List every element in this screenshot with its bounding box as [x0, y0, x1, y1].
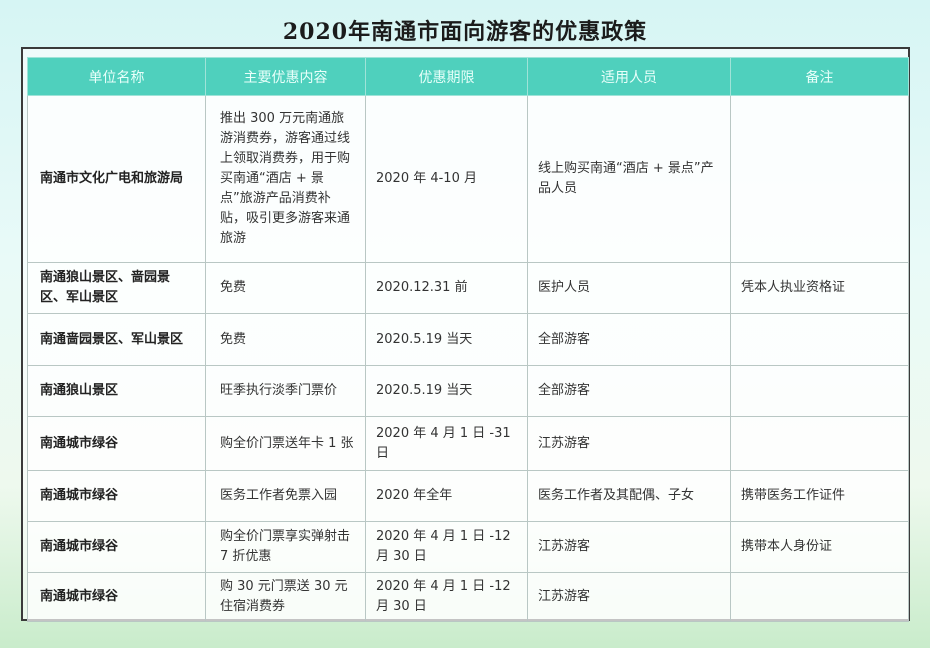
cell-unit: 南通市文化广电和旅游局: [27, 95, 206, 263]
cell-content: 医务工作者免票入园: [205, 470, 366, 522]
cell-period: 2020.12.31 前: [365, 262, 528, 314]
table-row: 南通狼山景区 旺季执行淡季门票价 2020.5.19 当天 全部游客: [27, 365, 909, 417]
cell-content: 旺季执行淡季门票价: [205, 365, 366, 417]
cell-unit: 南通狼山景区、啬园景区、军山景区: [27, 262, 206, 314]
cell-period: 2020 年全年: [365, 470, 528, 522]
header-unit: 单位名称: [27, 57, 206, 96]
cell-unit: 南通啬园景区、军山景区: [27, 313, 206, 366]
cell-eligible: 医护人员: [527, 262, 731, 314]
header-eligible: 适用人员: [527, 57, 731, 96]
table-row: 南通城市绿谷 医务工作者免票入园 2020 年全年 医务工作者及其配偶、子女 携带医务工…: [27, 470, 909, 522]
cell-period: 2020 年 4 月 1 日 -12 月 30 日: [365, 572, 528, 622]
table-row: 南通城市绿谷 购全价门票享实弹射击 7 折优惠 2020 年 4 月 1 日 -12…: [27, 521, 909, 573]
page-title: 2020年南通市面向游客的优惠政策: [282, 19, 648, 45]
policy-table: 单位名称 主要优惠内容 优惠期限 适用人员 备注 南通市文化广电和旅游局 推出 3…: [27, 57, 909, 622]
cell-remarks: [730, 313, 909, 366]
cell-content: 推出 300 万元南通旅游消费券，游客通过线上领取消费券，用于购买南通“酒店 +…: [205, 95, 366, 263]
cell-unit: 南通城市绿谷: [27, 470, 206, 522]
cell-remarks: 携带医务工作证件: [730, 470, 909, 522]
table-row: 南通狼山景区、啬园景区、军山景区 免费 2020.12.31 前医护人员 凭本人执业资…: [27, 262, 909, 314]
cell-remarks: [730, 416, 909, 471]
cell-eligible: 全部游客: [527, 313, 731, 366]
cell-eligible: 江苏游客: [527, 416, 731, 471]
cell-period: 2020 年 4 月 1 日 -31 日: [365, 416, 528, 471]
cell-content: 购全价门票送年卡 1 张: [205, 416, 366, 471]
cell-unit: 南通城市绿谷: [27, 572, 206, 622]
cell-eligible: 线上购买南通“酒店 + 景点”产品人员: [527, 95, 731, 263]
cell-unit: 南通狼山景区: [27, 365, 206, 417]
header-remarks: 备注: [730, 57, 909, 96]
table-row: 南通啬园景区、军山景区 免费 2020.5.19 当天 全部游客: [27, 313, 909, 366]
cell-eligible: 江苏游客: [527, 521, 731, 573]
cell-content: 购 30 元门票送 30 元住宿消费券: [205, 572, 366, 622]
cell-period: 2020 年 4-10 月: [365, 95, 528, 263]
cell-remarks: [730, 95, 909, 263]
cell-content: 免费: [205, 262, 366, 314]
table-header-row: 单位名称 主要优惠内容 优惠期限 适用人员 备注: [27, 57, 909, 96]
cell-eligible: 医务工作者及其配偶、子女: [527, 470, 731, 522]
header-content: 主要优惠内容: [205, 57, 366, 96]
cell-period: 2020.5.19 当天: [365, 365, 528, 417]
header-period: 优惠期限: [365, 57, 528, 96]
cell-remarks: [730, 572, 909, 622]
cell-period: 2020.5.19 当天: [365, 313, 528, 366]
cell-remarks: 凭本人执业资格证: [730, 262, 909, 314]
cell-remarks: [730, 365, 909, 417]
cell-period: 2020 年 4 月 1 日 -12 月 30 日: [365, 521, 528, 573]
cell-unit: 南通城市绿谷: [27, 416, 206, 471]
cell-content: 免费: [205, 313, 366, 366]
table-row: 南通城市绿谷购 30 元门票送 30 元住宿消费券 2020 年 4 月 1 日 …: [27, 572, 909, 622]
cell-eligible: 江苏游客: [527, 572, 731, 622]
cell-remarks: 携带本人身份证: [730, 521, 909, 573]
cell-content: 购全价门票享实弹射击 7 折优惠: [205, 521, 366, 573]
cell-unit: 南通城市绿谷: [27, 521, 206, 573]
table-row: 南通城市绿谷 购全价门票送年卡 1 张 2020 年 4 月 1 日 -31 日江苏…: [27, 416, 909, 471]
table-row: 南通市文化广电和旅游局 推出 300 万元南通旅游消费券，游客通过线上领取消费券，…: [27, 95, 909, 263]
cell-eligible: 全部游客: [527, 365, 731, 417]
